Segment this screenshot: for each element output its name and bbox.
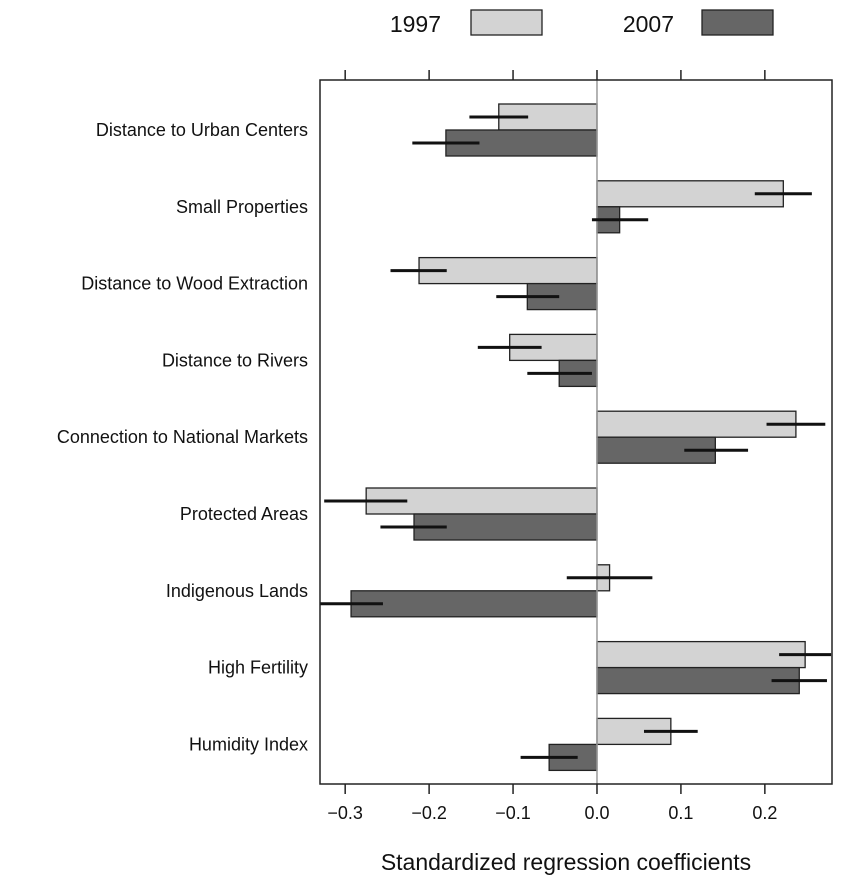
category-label: High Fertility: [208, 658, 308, 678]
bar-1997-5: [596, 410, 797, 438]
x-tick-label: −0.1: [495, 803, 531, 823]
x-tick-label: 0.0: [584, 803, 609, 823]
category-label: Humidity Index: [189, 734, 308, 754]
bar-2007-8: [596, 666, 800, 695]
plot-frame: [319, 79, 833, 785]
bar-1997-2: [596, 180, 784, 208]
category-label: Connection to National Markets: [57, 427, 308, 447]
category-label: Protected Areas: [180, 504, 308, 524]
legend: 1997 2007: [390, 9, 774, 37]
error-bars-layer: [320, 115, 832, 759]
legend-label-1997: 1997: [390, 11, 441, 37]
x-tick-label: 0.2: [752, 803, 777, 823]
x-axis-label: Standardized regression coefficients: [381, 849, 751, 875]
legend-swatch-2007: [701, 9, 774, 36]
category-label: Distance to Wood Extraction: [81, 274, 308, 294]
x-tick-label: −0.3: [327, 803, 363, 823]
bar-2007-7: [350, 590, 598, 618]
legend-swatch-1997: [470, 9, 543, 36]
category-label: Indigenous Lands: [166, 581, 308, 601]
x-tick-label: 0.1: [668, 803, 693, 823]
bars-layer: [350, 103, 806, 772]
category-label: Distance to Rivers: [162, 350, 308, 370]
category-label: Small Properties: [176, 197, 308, 217]
bar-1997-8: [596, 640, 806, 669]
ticks-layer: −0.3 −0.2 −0.1 0.0 0.1 0.2: [327, 70, 777, 823]
bar-1997-3: [418, 256, 598, 285]
category-labels: Distance to Urban Centers Small Propertie…: [57, 120, 308, 754]
x-tick-label: −0.2: [411, 803, 447, 823]
category-label: Distance to Urban Centers: [96, 120, 308, 140]
legend-label-2007: 2007: [623, 11, 674, 37]
